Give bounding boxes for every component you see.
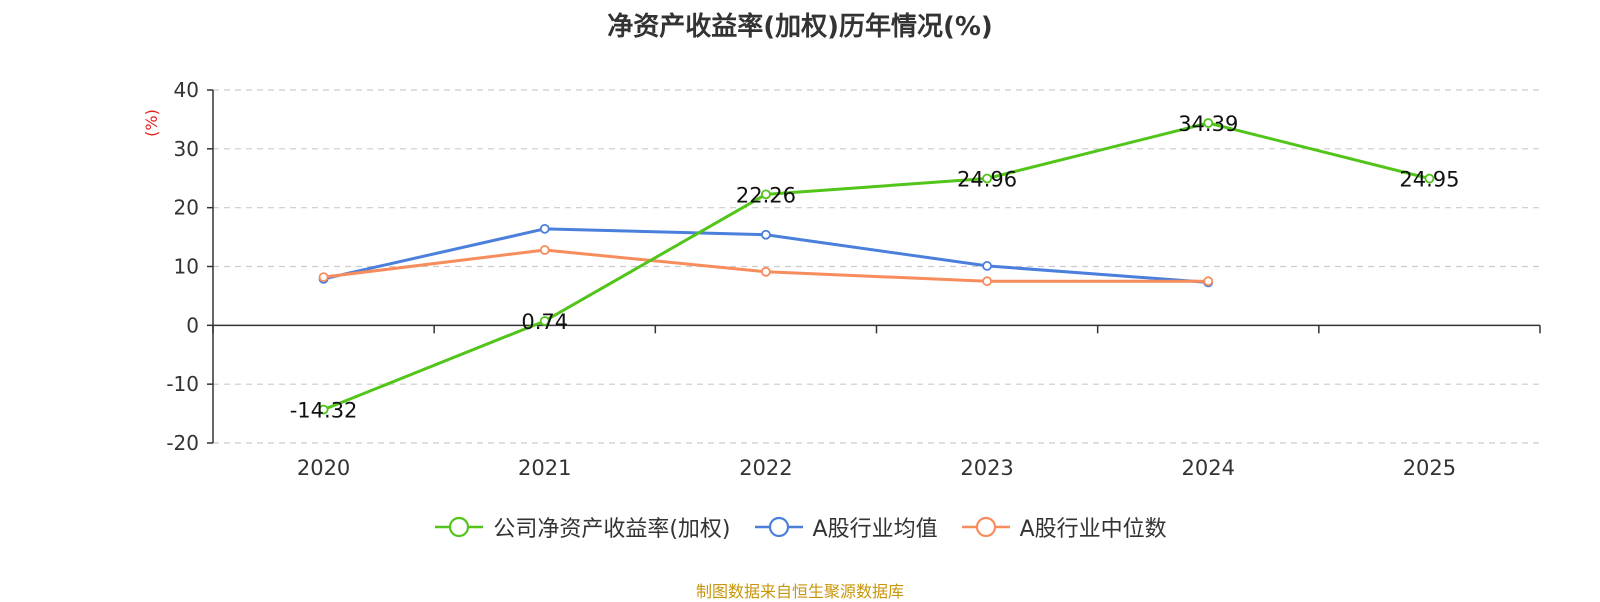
legend-item[interactable]: A股行业均值: [753, 511, 938, 543]
data-point: [318, 404, 329, 415]
chart-title: 净资产收益率(加权)历年情况(%): [607, 12, 993, 42]
x-tick-label: 2023: [960, 456, 1013, 480]
y-tick-label: -20: [166, 431, 199, 455]
data-point: [982, 173, 992, 184]
legend-circle: [975, 516, 996, 538]
y-tick-label: 40: [174, 78, 199, 102]
legend-label: A股行业中位数: [1019, 517, 1167, 542]
legend-item[interactable]: 公司净资产收益率(加权): [433, 511, 731, 543]
x-tick-label: 2021: [518, 456, 571, 480]
data-point: [1424, 173, 1435, 184]
series-lines: [318, 118, 1435, 415]
legend-item[interactable]: A股行业中位数: [960, 511, 1167, 543]
series-line: [323, 121, 1430, 411]
data-point: [1203, 118, 1214, 128]
x-tick-label: 2025: [1403, 456, 1456, 480]
y-tick-label: 10: [174, 255, 199, 279]
y-tick-label: 20: [174, 196, 199, 220]
legend-label: 公司净资产收益率(加权): [493, 517, 731, 542]
data-point: [539, 316, 550, 326]
legend: 公司净资产收益率(加权) A股行业均值 A股行业中位数: [0, 512, 1600, 542]
data-point: [539, 245, 550, 255]
data-point: [982, 276, 992, 287]
data-label: 24.96: [957, 167, 1017, 191]
legend-circle: [768, 516, 789, 538]
data-label: 24.95: [1399, 168, 1459, 192]
legend-circle: [449, 516, 470, 538]
data-point: [761, 266, 771, 277]
data-point: [539, 223, 550, 234]
axes: 40 30 20 10 0 -10 -20 2020 2021 2022 2023 2024 2025: [166, 78, 1541, 480]
legend-label: A股行业均值: [812, 517, 938, 542]
data-point: [982, 261, 992, 271]
data-label: 34.39: [1178, 112, 1238, 136]
legend-marker-icon: [435, 516, 484, 538]
grid-lines: [213, 89, 1540, 444]
y-tick-label: 30: [174, 137, 199, 161]
data-point: [1203, 276, 1214, 287]
data-point: [761, 229, 771, 240]
data-labels: -14.32 0.74 22.26 24.96 34.39 24.95: [290, 112, 1460, 423]
legend-marker-icon: [961, 516, 1010, 538]
y-tick-label: -10: [166, 372, 199, 396]
x-tick-label: 2020: [297, 456, 350, 480]
data-label: -14.32: [290, 399, 358, 423]
x-tick-label: 2024: [1182, 456, 1235, 480]
data-label: 0.74: [521, 310, 568, 334]
y-tick-label: 0: [186, 313, 199, 337]
data-point: [318, 272, 329, 282]
legend-marker-icon: [754, 516, 803, 538]
data-label: 22.26: [736, 183, 796, 207]
x-tick-label: 2022: [739, 456, 792, 480]
y-axis-label: (%): [142, 109, 161, 137]
data-point: [761, 189, 771, 200]
source-note: 制图数据来自恒生聚源数据库: [695, 582, 904, 601]
